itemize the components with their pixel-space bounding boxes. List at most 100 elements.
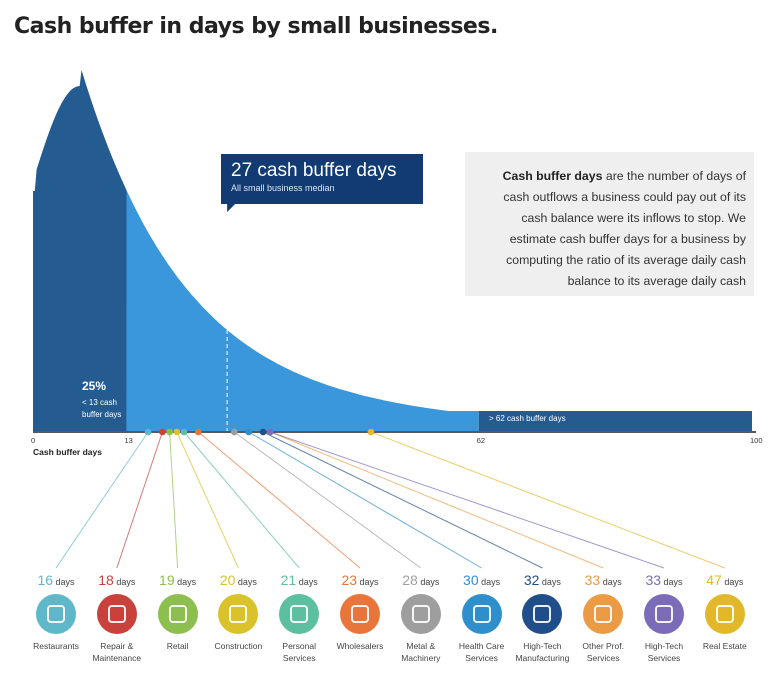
industry-item: 19 days Retail (147, 572, 209, 652)
industry-name: Health Care Services (458, 641, 505, 663)
industry-glyph-icon (533, 605, 552, 623)
industry-days-value: 33 (645, 572, 662, 588)
industry-days: 28 days (390, 572, 452, 588)
industry-days-value: 23 (341, 572, 358, 588)
connector-9 (270, 431, 604, 569)
upper-quartile-pct: 25% (489, 393, 513, 407)
connector-1 (116, 431, 163, 569)
industry-icon (96, 594, 137, 634)
definition-term: Cash buffer days (502, 169, 603, 183)
x-tick-13: 13 (124, 436, 132, 445)
connector-5 (198, 431, 361, 569)
industry-item: 33 days Other Prof. Services (572, 572, 634, 664)
industry-name: Wholesalers (336, 641, 384, 651)
industry-item: 30 days Health Care Services (451, 572, 513, 664)
industry-days-value: 32 (523, 572, 540, 588)
industry-item: 18 days Repair & Maintenance (86, 572, 148, 664)
industry-icon (583, 594, 624, 634)
callout-pointer (227, 204, 236, 212)
connector-6 (234, 431, 422, 569)
connector-11 (370, 431, 725, 569)
distribution-area: 25% < 13 cash buffer days 25% > 62 cash buff… (33, 70, 752, 431)
industry-days-unit: days (600, 577, 622, 587)
industry-icon (522, 594, 563, 634)
industry-days-value: 47 (706, 572, 722, 588)
industry-name: High-Tech Manufacturing (515, 641, 570, 663)
industry-icon (461, 594, 502, 634)
industry-name: Construction (214, 641, 263, 651)
industry-icon (279, 594, 320, 634)
connector-0 (55, 431, 149, 569)
industry-days: 33 days (633, 572, 695, 588)
industry-item: 20 days Construction (207, 572, 269, 652)
industry-days-unit: days (661, 577, 683, 587)
industry-dot-6 (231, 428, 238, 436)
industry-name: Other Prof. Services (582, 641, 624, 663)
industry-days-unit: days (296, 577, 318, 587)
industry-days: 19 days (147, 572, 209, 588)
industry-dot-4 (180, 428, 188, 436)
industry-days-value: 33 (584, 572, 601, 588)
industry-days: 47 days (694, 572, 756, 588)
industry-name: Repair & Maintenance (92, 641, 142, 663)
connector-10 (270, 431, 665, 569)
industry-days-value: 20 (219, 572, 236, 588)
industry-name: Metal & Machinery (401, 641, 441, 663)
median-subtitle: All small business median (231, 183, 335, 193)
industry-glyph-icon (47, 605, 65, 623)
industry-days-unit: days (417, 577, 440, 587)
industry-days-value: 30 (463, 572, 479, 588)
area-middle-band (126, 190, 479, 431)
lower-quartile-desc-0: < 13 cash (82, 398, 117, 407)
industry-days-unit: days (235, 577, 257, 587)
industry-days: 18 days (86, 572, 148, 588)
industry-icon (400, 594, 441, 634)
industry-days: 32 days (511, 572, 573, 588)
industry-dot-10 (266, 428, 274, 436)
lower-quartile-pct: 25% (82, 379, 106, 393)
connector-lines (55, 428, 725, 569)
industry-icon (157, 594, 198, 634)
industry-item: 32 days High-Tech Manufacturing (511, 572, 573, 664)
industry-icon (36, 594, 76, 634)
industry-dot-1 (159, 428, 166, 436)
industry-name: Retail (166, 641, 189, 651)
upper-quartile-desc: > 62 cash buffer days (489, 414, 566, 423)
industry-dot-5 (195, 428, 202, 436)
industry-days: 21 days (268, 572, 330, 588)
connector-4 (183, 431, 300, 569)
median-headline: 27 cash buffer days (231, 160, 397, 181)
industry-days: 23 days (329, 572, 391, 588)
industry-item: 21 days Personal Services (268, 572, 330, 664)
industry-item: 28 days Metal & Machinery (390, 572, 452, 664)
industry-days-unit: days (478, 577, 501, 587)
industry-days-unit: days (113, 577, 136, 587)
industry-days-unit: days (539, 577, 561, 587)
definition-note: Cash buffer days are the number of days … (465, 152, 754, 296)
industry-glyph-icon (351, 605, 369, 623)
industry-dot-2 (166, 428, 173, 436)
industry-days: 30 days (451, 572, 513, 588)
industry-glyph-icon (290, 605, 309, 623)
industry-item: 47 days Real Estate (694, 572, 756, 652)
industry-name: High-Tech Services (644, 641, 684, 663)
industry-name: Restaurants (33, 641, 79, 651)
industry-days: 16 days (25, 572, 87, 588)
industry-dot-3 (173, 428, 181, 436)
industry-days-value: 28 (402, 572, 418, 588)
industry-days-value: 18 (98, 572, 114, 588)
industry-days-value: 19 (159, 572, 175, 588)
industry-glyph-icon (715, 605, 734, 623)
industry-dot-7 (245, 428, 252, 436)
industry-glyph-icon (594, 605, 613, 623)
x-axis: 0 13 62 100 Cash buffer days (31, 431, 763, 457)
industry-item: 33 days High-Tech Services (633, 572, 695, 664)
industry-glyph-icon (411, 605, 430, 623)
industry-days-unit: days (721, 577, 744, 587)
industry-days: 33 days (572, 572, 634, 588)
connector-3 (176, 431, 239, 569)
x-tick-0: 0 (31, 436, 35, 445)
x-axis-label: Cash buffer days (33, 447, 102, 457)
industry-glyph-icon (107, 605, 126, 623)
